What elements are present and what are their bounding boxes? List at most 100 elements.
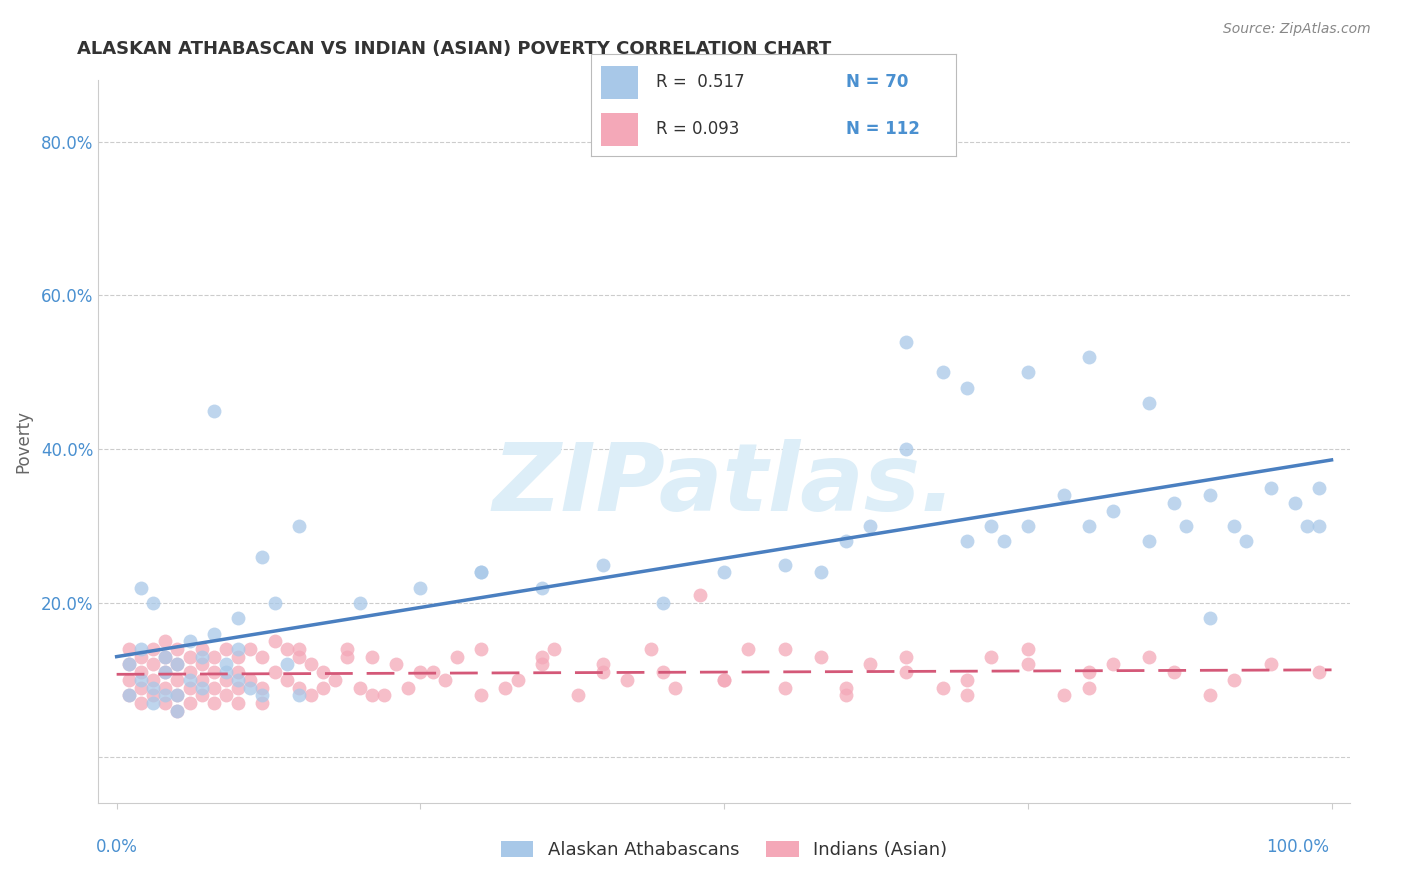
Point	[530, 581, 553, 595]
Point	[263, 665, 285, 680]
Point	[142, 642, 165, 657]
Point	[543, 642, 565, 657]
Point	[1308, 665, 1330, 680]
Point	[1308, 519, 1330, 533]
Point	[956, 381, 979, 395]
Point	[155, 665, 177, 680]
Point	[142, 596, 165, 610]
Point	[1017, 657, 1039, 672]
Point	[142, 696, 165, 710]
Point	[956, 688, 979, 702]
Point	[470, 565, 492, 579]
Point	[834, 688, 856, 702]
Point	[1260, 657, 1282, 672]
Point	[494, 681, 516, 695]
Point	[737, 642, 759, 657]
Point	[155, 681, 177, 695]
Point	[129, 673, 152, 687]
Point	[155, 649, 177, 664]
FancyBboxPatch shape	[602, 113, 638, 145]
Point	[932, 365, 955, 379]
Point	[179, 634, 201, 648]
Point	[859, 519, 882, 533]
Point	[360, 649, 382, 664]
Point	[215, 657, 238, 672]
Point	[276, 673, 298, 687]
Point	[1163, 665, 1185, 680]
Point	[932, 681, 955, 695]
Point	[215, 665, 238, 680]
Point	[713, 673, 735, 687]
Point	[190, 688, 212, 702]
Point	[215, 642, 238, 657]
Point	[252, 696, 274, 710]
Point	[1223, 673, 1246, 687]
Point	[1077, 681, 1099, 695]
Point	[142, 688, 165, 702]
Point	[773, 642, 796, 657]
Point	[239, 642, 262, 657]
Point	[252, 649, 274, 664]
Point	[1137, 534, 1160, 549]
Point	[1236, 534, 1258, 549]
Point	[299, 657, 322, 672]
Point	[226, 696, 249, 710]
Point	[166, 688, 188, 702]
Point	[202, 626, 225, 640]
Point	[299, 688, 322, 702]
Text: N = 70: N = 70	[846, 73, 908, 91]
Point	[360, 688, 382, 702]
Point	[1223, 519, 1246, 533]
Point	[1174, 519, 1197, 533]
Point	[409, 665, 432, 680]
Legend: Alaskan Athabascans, Indians (Asian): Alaskan Athabascans, Indians (Asian)	[494, 833, 955, 866]
Point	[129, 665, 152, 680]
Point	[616, 673, 638, 687]
Point	[592, 558, 614, 572]
Text: ALASKAN ATHABASCAN VS INDIAN (ASIAN) POVERTY CORRELATION CHART: ALASKAN ATHABASCAN VS INDIAN (ASIAN) POV…	[77, 40, 831, 58]
Point	[129, 681, 152, 695]
Point	[226, 673, 249, 687]
Point	[810, 565, 832, 579]
Point	[1199, 611, 1222, 625]
Point	[1308, 481, 1330, 495]
Point	[396, 681, 419, 695]
Point	[1017, 519, 1039, 533]
Point	[713, 673, 735, 687]
Point	[288, 681, 311, 695]
Point	[980, 649, 1002, 664]
Point	[202, 404, 225, 418]
Point	[190, 673, 212, 687]
Point	[1053, 488, 1076, 502]
Point	[155, 649, 177, 664]
Point	[373, 688, 395, 702]
Point	[263, 634, 285, 648]
Point	[773, 558, 796, 572]
Point	[1102, 657, 1125, 672]
Y-axis label: Poverty: Poverty	[14, 410, 32, 473]
Point	[993, 534, 1015, 549]
Point	[202, 696, 225, 710]
Point	[506, 673, 529, 687]
Point	[1260, 481, 1282, 495]
Point	[118, 657, 141, 672]
Point	[226, 611, 249, 625]
Point	[896, 442, 918, 457]
Point	[896, 649, 918, 664]
Point	[142, 681, 165, 695]
Point	[713, 565, 735, 579]
Text: 100.0%: 100.0%	[1265, 838, 1329, 855]
Point	[226, 642, 249, 657]
Text: R = 0.093: R = 0.093	[657, 120, 740, 138]
Point	[155, 634, 177, 648]
Point	[1163, 496, 1185, 510]
Point	[1296, 519, 1319, 533]
Point	[252, 681, 274, 695]
Point	[118, 642, 141, 657]
Point	[859, 657, 882, 672]
Point	[166, 704, 188, 718]
Point	[166, 657, 188, 672]
Point	[118, 673, 141, 687]
Text: Source: ZipAtlas.com: Source: ZipAtlas.com	[1223, 22, 1371, 37]
Point	[239, 673, 262, 687]
